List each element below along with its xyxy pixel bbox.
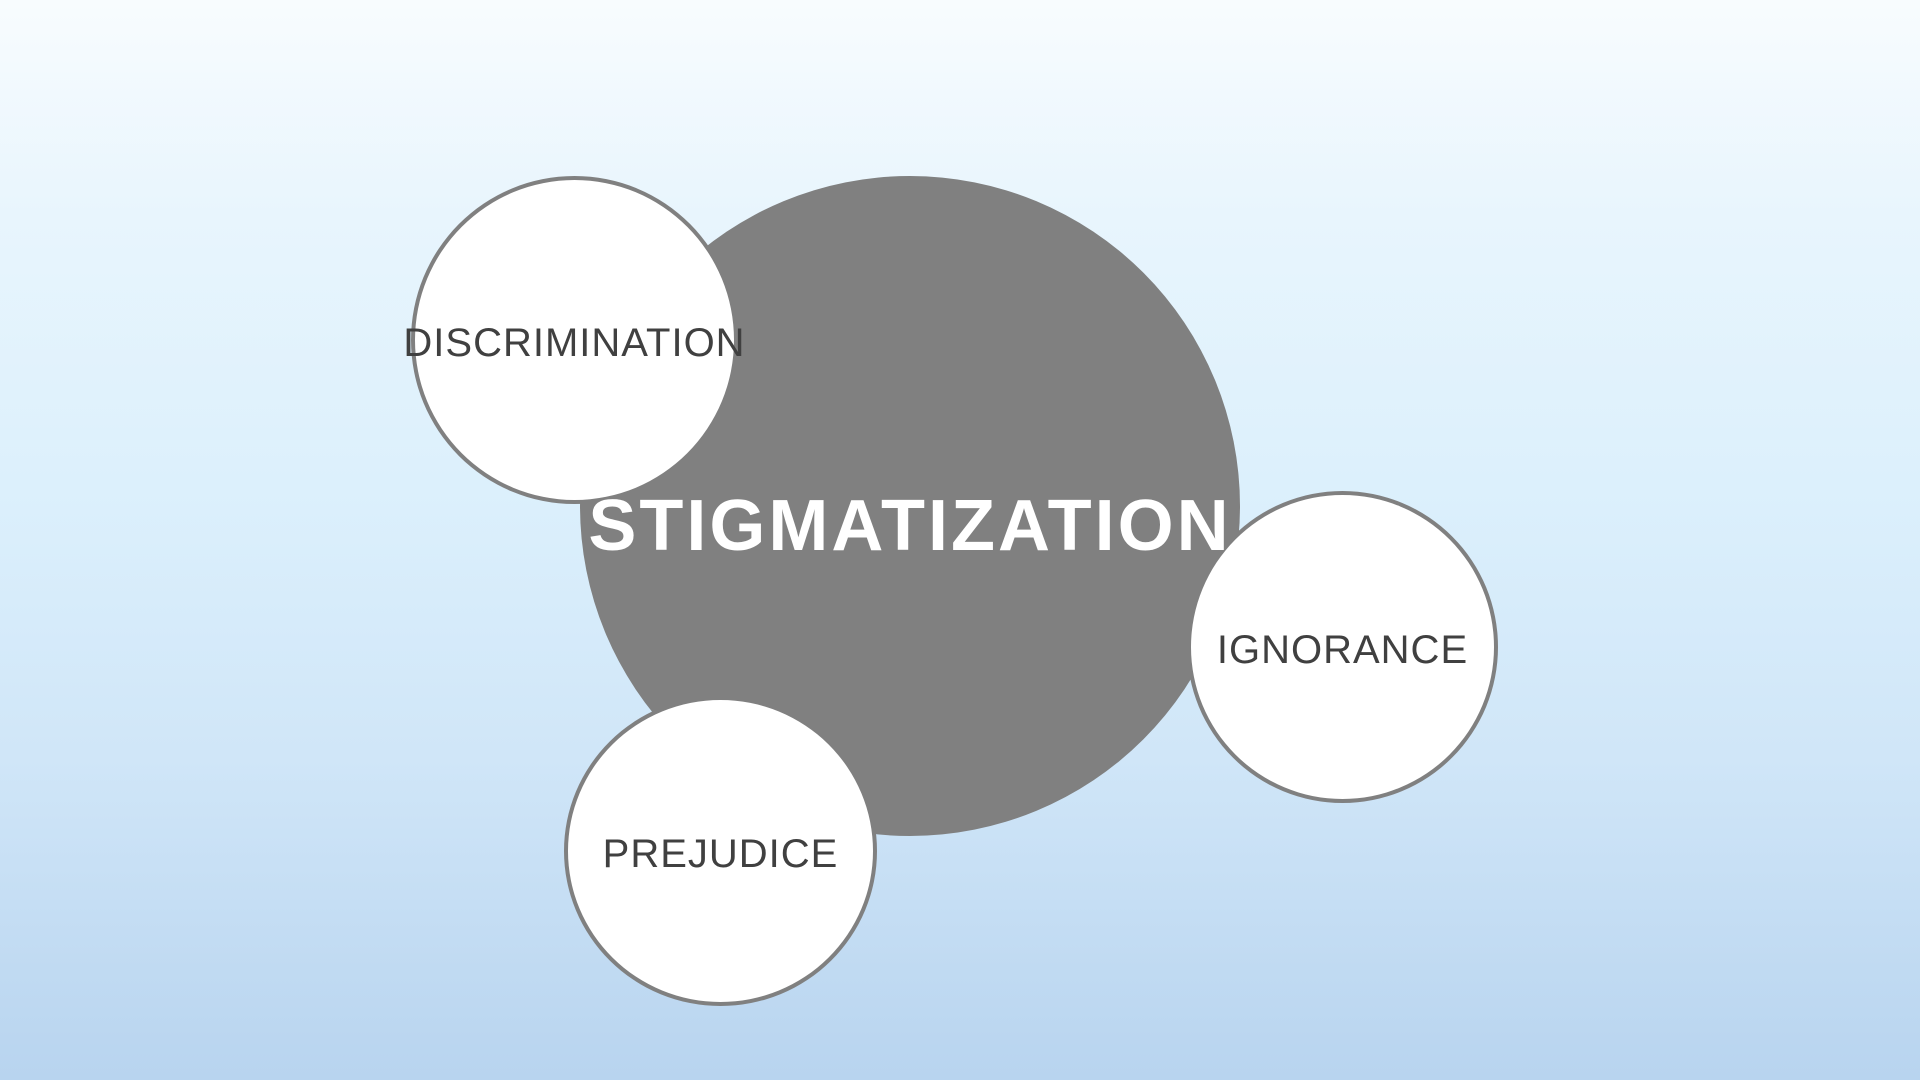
discrimination-label: DISCRIMINATION: [403, 320, 746, 365]
prejudice-label: PREJUDICE: [602, 831, 839, 876]
center-label: STIGMATIZATION: [588, 486, 1232, 566]
discrimination-circle: DISCRIMINATION: [403, 176, 745, 504]
ignorance-circle: IGNORANCE: [1187, 491, 1498, 803]
ignorance-label: IGNORANCE: [1216, 627, 1469, 672]
prejudice-circle: PREJUDICE: [564, 696, 877, 1006]
